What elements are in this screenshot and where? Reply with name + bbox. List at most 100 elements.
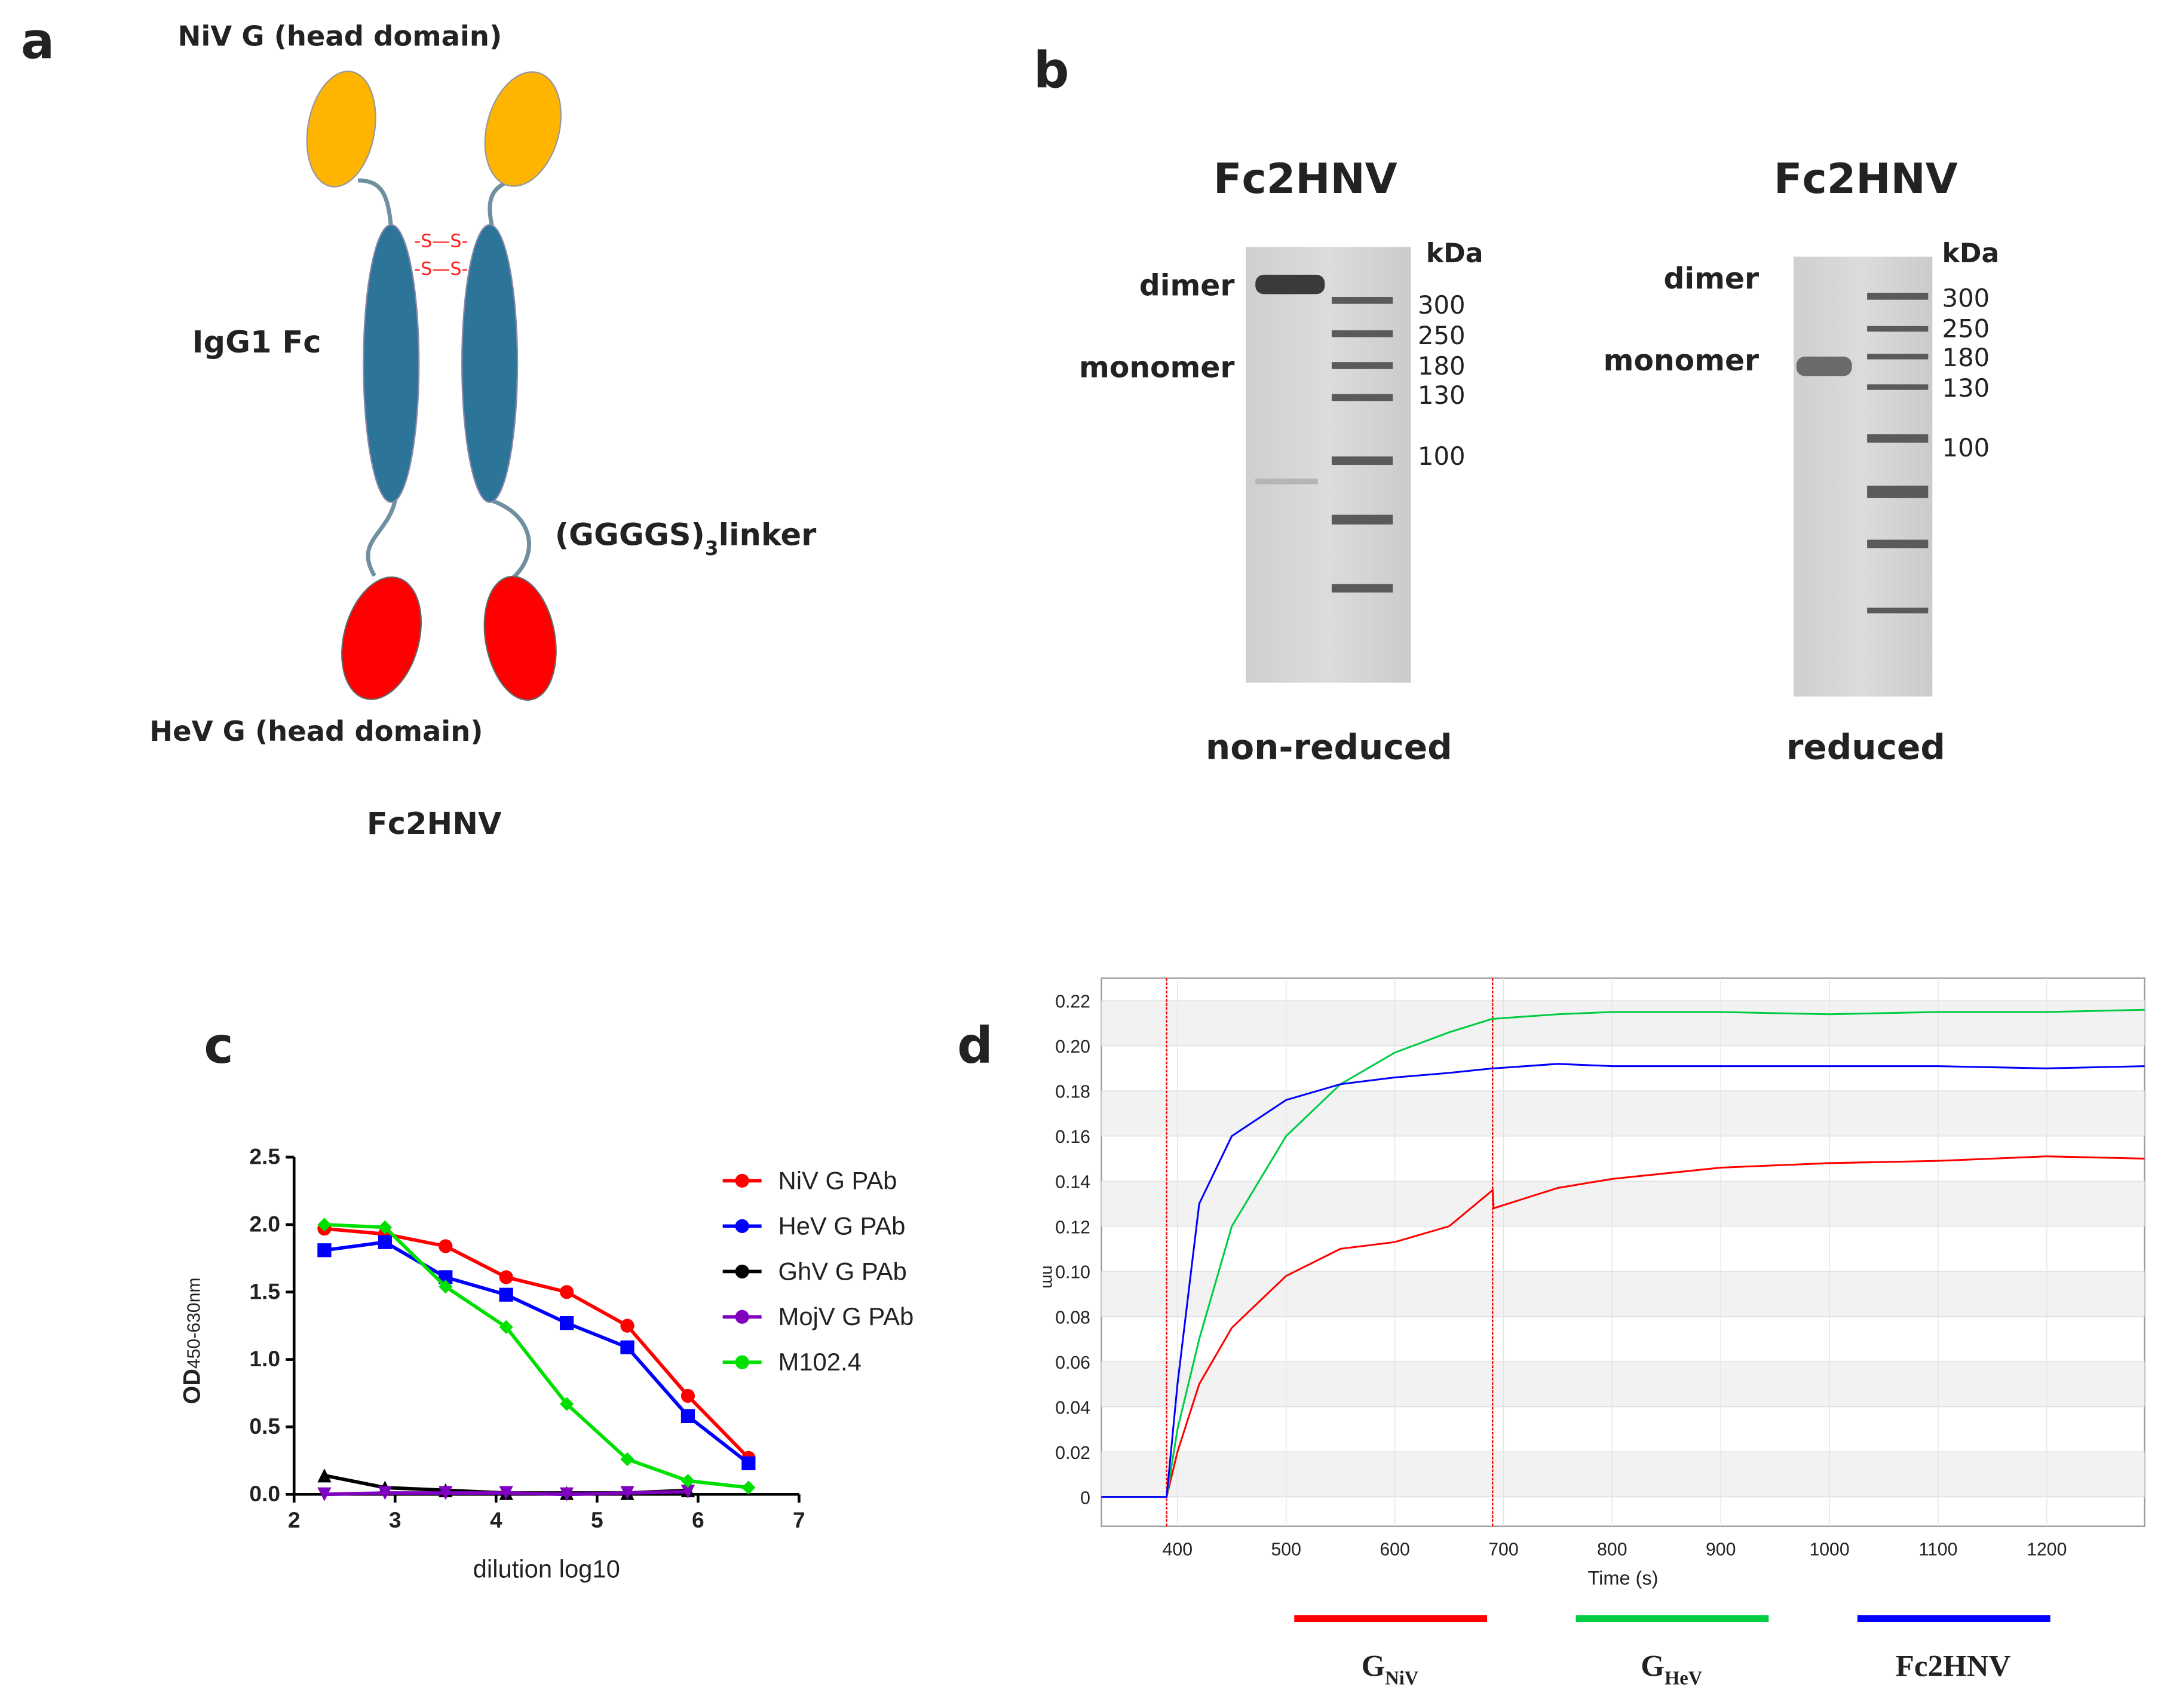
legend-name: G	[1362, 1649, 1386, 1684]
y-tick-label: 0.5	[249, 1413, 280, 1439]
legend-label: GNiV	[1362, 1649, 1419, 1689]
y-tick-label: 0.16	[1055, 1127, 1090, 1147]
point	[681, 1409, 695, 1424]
linker-sub: 3	[705, 537, 719, 560]
x-tick-label: 4	[490, 1507, 502, 1532]
x-tick-label: 5	[591, 1507, 603, 1532]
gel	[1794, 256, 1933, 697]
linker-label: (GGGGS)3linker	[555, 518, 817, 560]
fc-domain	[461, 224, 519, 503]
y-tick-label: 1.5	[249, 1278, 280, 1304]
legend-label: GHeV	[1641, 1649, 1702, 1689]
chart-d: 0 0.02 0.04 0.06 0.08 0.10 0.12 0.14 0.16 0.18 0.2…	[1040, 977, 2145, 1689]
point	[378, 1235, 392, 1249]
point	[317, 1468, 332, 1483]
gel-title: Fc2HNV	[1774, 155, 1958, 203]
y-tick-label: 0.02	[1055, 1443, 1090, 1463]
x-tick-label: 3	[389, 1507, 401, 1532]
legend-marker	[735, 1173, 749, 1188]
legend-swatch	[1857, 1615, 2050, 1623]
y-tick-label: 0.04	[1055, 1398, 1090, 1418]
hev-head	[483, 575, 557, 701]
point	[559, 1397, 574, 1411]
point	[620, 1318, 635, 1333]
marker-label: 250	[1418, 321, 1466, 350]
panel-label: d	[957, 1016, 993, 1075]
unit-label: kDa	[1942, 238, 2000, 269]
point	[559, 1316, 574, 1330]
x-tick-label: 400	[1163, 1540, 1193, 1560]
disulfide: -S—S-	[414, 231, 468, 252]
niv-head	[484, 71, 562, 187]
legend-swatch	[1576, 1615, 1769, 1623]
legend-swatch	[1294, 1615, 1487, 1623]
point	[499, 1287, 513, 1302]
marker-label: 100	[1942, 433, 1990, 462]
point	[559, 1285, 574, 1299]
grid-band	[1101, 1362, 2145, 1407]
point	[499, 1320, 513, 1335]
monomer-label: monomer	[1604, 344, 1759, 378]
y-tick-label: 0.14	[1055, 1173, 1090, 1192]
x-tick-label: 600	[1380, 1540, 1409, 1560]
legend-sub: NiV	[1385, 1668, 1418, 1689]
y-axis-label: nm	[1040, 1265, 1058, 1289]
grid-band	[1101, 1271, 2145, 1317]
plot-frame	[1101, 977, 2145, 1527]
fc-label: IgG1 Fc	[192, 325, 321, 360]
linker	[357, 178, 514, 229]
chart-c: 0.0 0.5 1.0 1.5 2.0 2.5 2 3 4 5 6 7 dilution log10 OD…	[179, 1144, 914, 1583]
marker-label: 300	[1418, 290, 1466, 320]
y-tick-label: 0.22	[1055, 992, 1090, 1012]
dimer-label: dimer	[1139, 269, 1234, 303]
y-axis-label: OD450-630nm	[179, 1277, 205, 1404]
point	[499, 1486, 513, 1500]
condition: reduced	[1786, 726, 1945, 767]
panel-b: b Fc2HNV Fc2HNV dimer monomer dimer mono…	[1034, 41, 1999, 767]
unit-label: kDa	[1426, 238, 1483, 269]
gel-title: Fc2HNV	[1213, 155, 1397, 203]
legend-label: GhV G PAb	[778, 1257, 907, 1285]
y-tick-label: 0.08	[1055, 1308, 1090, 1327]
marker-label: 130	[1942, 373, 1990, 403]
y-tick-label: 0.0	[249, 1481, 280, 1506]
y-tick-label: 1.0	[249, 1346, 280, 1371]
linker-suffix: linker	[718, 518, 817, 553]
legend-label: MojV G PAb	[778, 1302, 914, 1330]
marker-label: 180	[1418, 351, 1466, 381]
niv-label: NiV G (head domain)	[177, 20, 502, 53]
x-tick-label: 7	[793, 1507, 805, 1532]
point	[439, 1486, 453, 1500]
marker-label: 130	[1418, 381, 1466, 410]
series-line	[1101, 1155, 2145, 1498]
construct-name: Fc2HNV	[367, 807, 502, 842]
point	[681, 1388, 695, 1403]
x-tick-label: 800	[1597, 1540, 1627, 1560]
x-tick-label: 2	[288, 1507, 301, 1532]
legend-label: NiV G PAb	[778, 1166, 897, 1194]
point	[741, 1456, 756, 1471]
y-tick-label: 0.20	[1055, 1037, 1090, 1057]
panel-label: a	[21, 12, 54, 70]
point	[317, 1487, 332, 1501]
band	[1255, 274, 1325, 295]
x-tick-label: 500	[1271, 1540, 1301, 1560]
x-tick-label: 900	[1706, 1540, 1736, 1560]
legend-label: M102.4	[778, 1348, 862, 1376]
legend-name: Fc2HNV	[1896, 1649, 2011, 1684]
panel-label: c	[204, 1016, 234, 1075]
y-tick-label: 0.06	[1055, 1353, 1090, 1373]
point	[620, 1486, 635, 1500]
legend-label: HeV G PAb	[778, 1212, 906, 1240]
series-line	[1101, 1008, 2145, 1498]
condition: non-reduced	[1206, 726, 1452, 767]
x-axis-label: dilution log10	[473, 1555, 620, 1583]
point	[499, 1270, 513, 1284]
hev-label: HeV G (head domain)	[149, 715, 483, 747]
panel-a: a NiV G (head domain) -S—S- -S—S- IgG1 F…	[21, 12, 817, 842]
point	[439, 1280, 453, 1294]
legend-marker	[735, 1355, 749, 1369]
point	[559, 1487, 574, 1501]
